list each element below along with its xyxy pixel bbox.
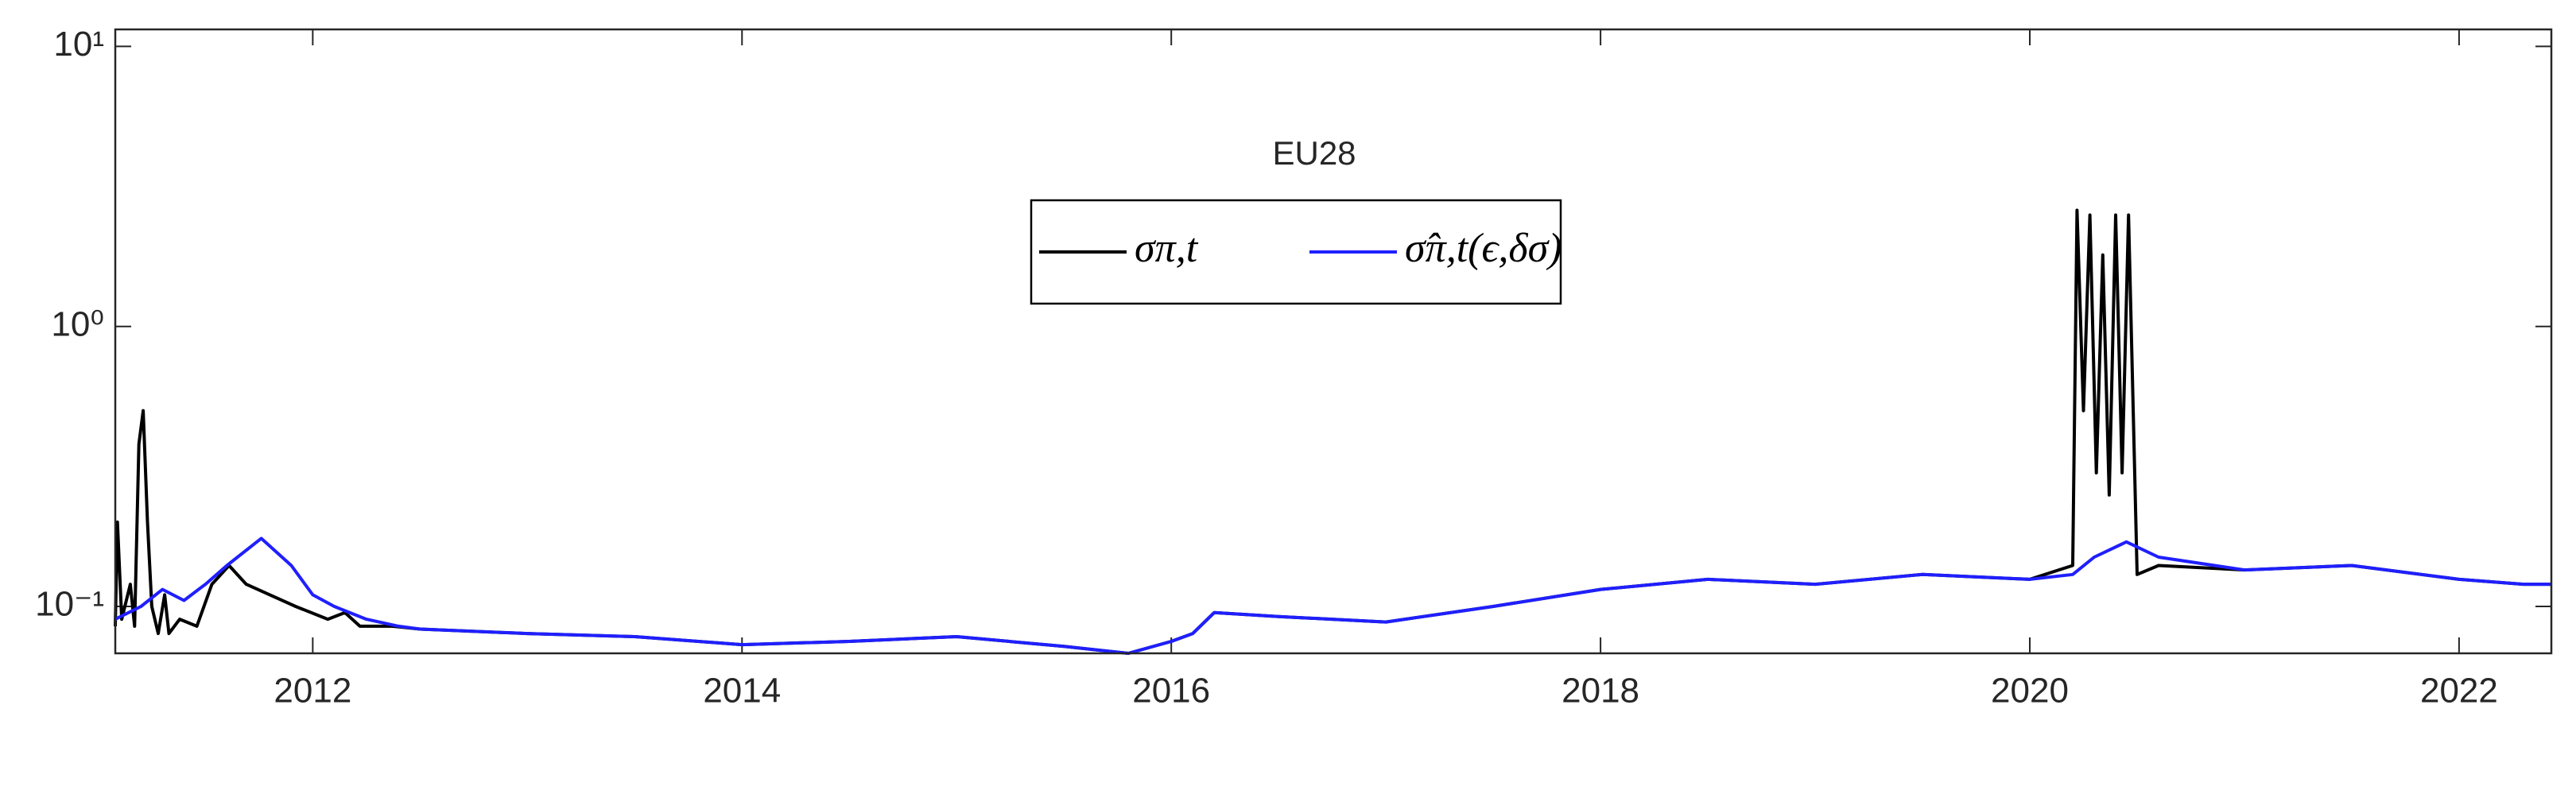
y-tick-label: 10⁻¹ <box>35 585 104 624</box>
series-line <box>114 536 2551 655</box>
x-tick-label: 2014 <box>703 672 781 711</box>
chart-title: EU28 <box>1272 134 1356 172</box>
x-tick-label: 2012 <box>274 672 351 711</box>
legend-label: σ̂π,t(ϵ,δσ) <box>1405 226 1562 271</box>
y-tick-label: 10¹ <box>53 25 104 64</box>
axes-frame <box>114 28 2553 655</box>
y-tick-label: 10⁰ <box>51 304 104 343</box>
x-tick-label: 2018 <box>1562 672 1639 711</box>
x-tick-label: 2016 <box>1132 672 1210 711</box>
x-tick-label: 2022 <box>2420 672 2498 711</box>
x-tick-label: 2020 <box>1991 672 2069 711</box>
legend-label: σπ,t <box>1135 226 1199 271</box>
